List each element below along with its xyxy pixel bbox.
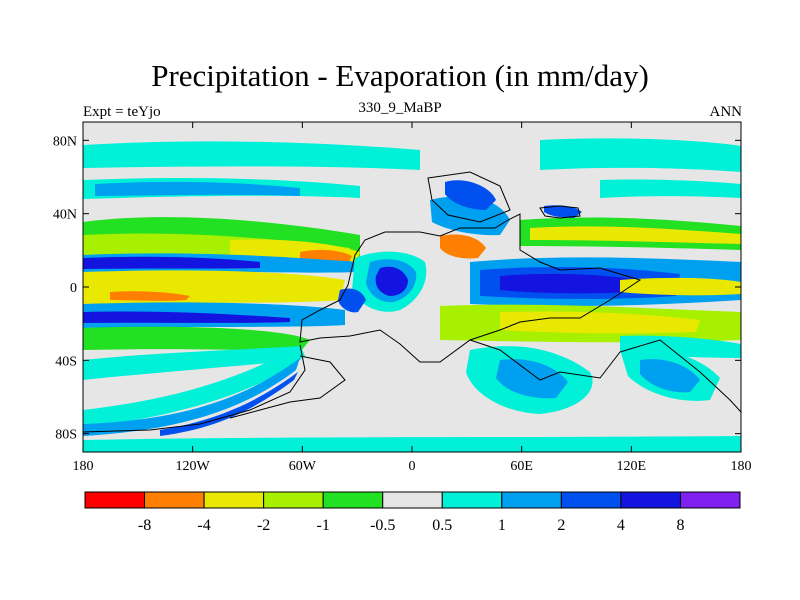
lon-label: 120W — [176, 459, 211, 474]
southern-continent-wet-strong — [496, 359, 568, 399]
colorbar-swatch — [322, 491, 384, 509]
plot-title: Precipitation - Evaporation (in mm/day) — [151, 58, 649, 93]
lon-label: 180 — [73, 459, 94, 474]
sw-coast-band — [83, 345, 305, 428]
lon-label: 180 — [731, 459, 752, 474]
coastline-layer — [83, 171, 741, 433]
s-subtropic-green — [83, 326, 310, 352]
colorbar-swatch — [84, 491, 146, 509]
ne-continent-wet-core — [445, 180, 496, 210]
se-continent-wet-strong — [640, 359, 700, 393]
southern-continent-coastline — [469, 339, 741, 413]
colorbar-swatch — [620, 491, 681, 509]
colorbar-label: 8 — [676, 517, 684, 534]
colorbar-swatch — [679, 491, 741, 509]
small-ne-wet-spot — [544, 205, 582, 218]
lon-label: 60E — [510, 459, 533, 474]
ne-subtropic-yellow — [530, 226, 741, 244]
latitude-labels: 80N 40N 0 40S 80S — [53, 134, 77, 442]
field-layer — [83, 122, 741, 452]
colorbar-label: -0.5 — [370, 517, 395, 534]
experiment-label: Expt = teYjo — [83, 104, 161, 120]
lon-label: 0 — [409, 459, 416, 474]
colorbar-label: -4 — [197, 517, 210, 534]
north-continent-coastline — [427, 171, 511, 223]
sw-coast-strong — [160, 372, 298, 436]
small-island-coastline — [539, 205, 581, 219]
lat-label: 80N — [53, 134, 77, 149]
lon-label: 120E — [617, 459, 647, 474]
lat-label: 40S — [55, 354, 77, 369]
axis-ticks — [82, 122, 742, 452]
south-storm-band — [83, 346, 300, 380]
lat-label: 0 — [70, 281, 77, 296]
continent-coast-wet — [338, 288, 366, 313]
itcz-west-core — [83, 256, 260, 269]
south-equatorial-core — [83, 311, 290, 323]
continent-west-wet-core — [375, 266, 408, 296]
continent-dry-spot — [440, 234, 486, 259]
colorbar-swatch — [441, 491, 503, 509]
ne-storm-band — [600, 179, 741, 198]
north-storm-core — [95, 181, 300, 196]
southwest-coastline — [83, 344, 306, 433]
colorbar-swatch — [382, 491, 443, 509]
colorbar-label: -8 — [138, 517, 151, 534]
east-dry-tongue — [620, 277, 741, 296]
colorbar-label: 2 — [557, 517, 565, 534]
equatorial-orange-spot — [110, 291, 190, 301]
colorbar-swatch — [263, 491, 324, 509]
colorbar: -8 -4 -2 -1 -0.5 0.5 1 2 4 8 — [84, 491, 741, 534]
ne-band-cyan — [540, 138, 741, 172]
colorbar-swatch — [203, 491, 265, 509]
polar-cyan-band — [83, 436, 741, 452]
colorbar-label: -2 — [257, 517, 270, 534]
sw-coast-wet — [83, 358, 300, 436]
time-label: 330_9_MaBP — [358, 100, 442, 116]
east-itcz-core — [500, 273, 640, 294]
lat-label: 80S — [55, 428, 77, 443]
north-band-cyan — [83, 141, 420, 170]
colorbar-label: -1 — [317, 517, 330, 534]
colorbar-label: 0.5 — [432, 517, 452, 534]
pangaea-coastline — [299, 213, 642, 363]
colorbar-swatch — [144, 491, 205, 509]
colorbar-label: 1 — [498, 517, 506, 534]
colorbar-swatch — [501, 491, 562, 509]
lon-label: 60W — [289, 459, 317, 474]
season-label: ANN — [709, 104, 743, 120]
southwest-inner-coastline — [229, 355, 346, 419]
se-subtropic-yellow — [500, 311, 700, 334]
colorbar-label: 4 — [617, 517, 625, 534]
longitude-labels: 180 120W 60W 0 60E 120E 180 — [73, 459, 752, 474]
lat-label: 40N — [53, 208, 77, 223]
colorbar-swatch — [560, 491, 622, 509]
